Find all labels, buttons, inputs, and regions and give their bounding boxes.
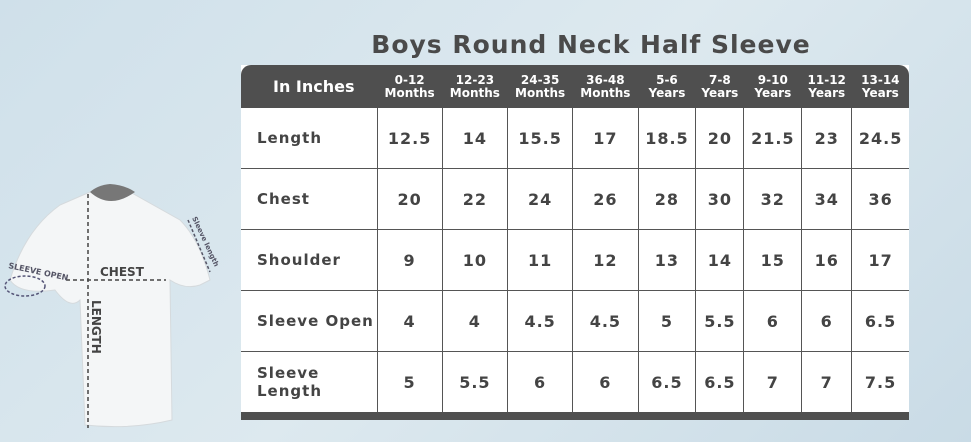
size-value: 5.5: [695, 290, 744, 352]
size-value: 6: [743, 290, 802, 352]
table-row: Shoulder 9 10 11 12 13 14 15 16 17: [241, 229, 909, 291]
size-value: 18.5: [637, 108, 696, 169]
size-value: 20: [695, 108, 744, 169]
size-value: 4: [441, 290, 508, 352]
row-label: Sleeve Open: [241, 290, 377, 352]
size-header: 36-48 Months: [580, 72, 631, 100]
size-value: 4.5: [572, 290, 638, 352]
size-value: 32: [743, 168, 802, 230]
table-row: Length 12.5 14 15.5 17 18.5 20 21.5 23 24.5: [241, 108, 909, 169]
size-header: 5-6 Years: [648, 72, 686, 100]
table-row: Sleeve Length 5 5.5 6 6 6.5 6.5 7 7 7.5: [241, 351, 909, 416]
header-row: In Inches 0-12 Months 12-23 Months 24-35 Mo…: [241, 65, 909, 108]
size-value: 7: [801, 351, 852, 416]
table-row: Sleeve Open 4 4 4.5 4.5 5 5.5 6 6 6.5: [241, 290, 909, 352]
size-value: 17: [572, 108, 638, 169]
size-header: 0-12 Months: [384, 72, 435, 100]
size-value: 6: [801, 290, 852, 352]
row-label: Length: [257, 129, 322, 147]
size-header: 24-35 Months: [515, 72, 566, 100]
size-value: 22: [441, 168, 508, 230]
size-value: 15.5: [506, 108, 573, 169]
size-value: 21.5: [743, 108, 802, 169]
size-header: 12-23 Months: [449, 72, 500, 100]
chest-label: CHEST: [100, 265, 145, 279]
chart-title: Boys Round Neck Half Sleeve: [371, 30, 811, 59]
unit-header: In Inches: [273, 77, 355, 96]
size-value: 5: [637, 290, 696, 352]
size-value: 4: [376, 290, 443, 352]
size-value: 26: [572, 168, 638, 230]
size-value: 36: [851, 168, 909, 230]
size-value: 14: [695, 229, 744, 291]
row-label: Shoulder: [241, 229, 377, 291]
size-value: 5.5: [441, 351, 508, 416]
size-header: 13-14 Years: [861, 72, 900, 100]
table-row: Chest 20 22 24 26 28 30 32 34 36: [241, 168, 909, 230]
size-value: 7: [743, 351, 802, 416]
size-value: 11: [506, 229, 573, 291]
size-value: 4.5: [506, 290, 573, 352]
size-value: 6.5: [637, 351, 696, 416]
size-header: 11-12 Years: [807, 72, 846, 100]
row-label: Sleeve Length: [241, 351, 377, 416]
size-value: 30: [695, 168, 744, 230]
size-value: 5: [376, 351, 443, 416]
size-chart-table: In Inches 0-12 Months 12-23 Months 24-35 Mo…: [241, 65, 909, 420]
size-value: 24: [506, 168, 573, 230]
size-value: 6: [572, 351, 638, 416]
size-value: 16: [801, 229, 852, 291]
row-label: Chest: [241, 168, 377, 230]
size-value: 15: [743, 229, 802, 291]
size-value: 28: [637, 168, 696, 230]
size-value: 14: [441, 108, 508, 169]
size-header: 9-10 Years: [754, 72, 792, 100]
size-header: 7-8 Years: [701, 72, 739, 100]
length-label: LENGTH: [89, 300, 103, 354]
size-value: 6.5: [851, 290, 909, 352]
size-value: 12: [572, 229, 638, 291]
size-value: 10: [441, 229, 508, 291]
size-value: 13: [637, 229, 696, 291]
size-value: 7.5: [851, 351, 909, 416]
size-value: 6: [506, 351, 573, 416]
size-value: 20: [376, 168, 443, 230]
size-value: 6.5: [695, 351, 744, 416]
size-value: 34: [801, 168, 852, 230]
tshirt-diagram: CHEST LENGTH SLEEVE OPEN Sleeve length: [4, 184, 220, 428]
size-value: 23: [801, 108, 852, 169]
size-value: 24.5: [851, 108, 909, 169]
size-value: 9: [376, 229, 443, 291]
size-value: 17: [851, 229, 909, 291]
size-value: 12.5: [376, 108, 443, 169]
